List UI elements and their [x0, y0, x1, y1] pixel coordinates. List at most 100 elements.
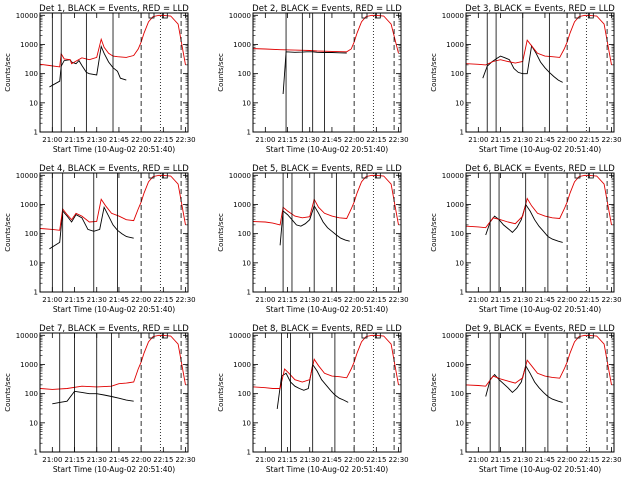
y-tick-label: 10000 [16, 172, 38, 180]
x-tick-label: 21:00 [255, 136, 275, 144]
y-tick-label: 10000 [229, 332, 251, 340]
series-line-lld [40, 14, 186, 68]
x-tick-label: 22:30 [601, 136, 621, 144]
series-line-lld [466, 14, 612, 66]
x-axis-label: Start Time (10-Aug-02 20:51:40) [479, 305, 601, 314]
series-line-lld [253, 174, 399, 226]
y-tick-label: 10 [242, 99, 251, 107]
x-tick-label: 22:00 [344, 296, 364, 304]
x-tick-label: 21:30 [513, 136, 533, 144]
plot-frame [39, 172, 189, 293]
x-axis-label: Start Time (10-Aug-02 20:51:40) [266, 305, 388, 314]
series-line-events [282, 51, 347, 95]
y-tick-label: 100 [451, 70, 464, 78]
y-axis-label: Counts/sec [430, 213, 438, 252]
x-tick-label: 22:30 [175, 296, 195, 304]
x-tick-label: 22:00 [557, 456, 577, 464]
y-tick-label: 10000 [442, 12, 464, 20]
x-tick-label: 22:15 [153, 136, 173, 144]
chart-panel-3: Det 3, BLACK = Events, RED = LLD Counts/s… [430, 4, 622, 154]
x-tick-label: 21:45 [109, 456, 129, 464]
x-tick-label: 22:30 [175, 456, 195, 464]
series-line-events [49, 44, 127, 88]
x-tick-label: 21:00 [468, 136, 488, 144]
x-tick-label: 22:30 [388, 456, 408, 464]
y-tick-label: 1 [460, 289, 464, 297]
series-line-lld [253, 334, 399, 389]
chart-panel-1: Det 1, BLACK = Events, RED = LLD Counts/s… [4, 4, 196, 154]
y-tick-label: 1000 [20, 201, 38, 209]
y-tick-label: 1000 [446, 361, 464, 369]
plot-area [40, 333, 186, 452]
y-tick-label: 1000 [233, 361, 251, 369]
y-tick-label: 1000 [20, 41, 38, 49]
x-tick-label: 22:15 [153, 456, 173, 464]
plot-frame [252, 332, 402, 453]
plot-area [466, 333, 612, 452]
x-tick-label: 21:15 [64, 296, 84, 304]
chart-title: Det 7, BLACK = Events, RED = LLD [39, 324, 189, 334]
y-tick-label: 1 [247, 289, 251, 297]
y-tick-label: 10 [29, 419, 38, 427]
x-tick-label: 21:45 [535, 296, 555, 304]
x-tick-label: 22:00 [344, 136, 364, 144]
chart-panel-7: Det 7, BLACK = Events, RED = LLD Counts/s… [4, 324, 196, 474]
y-tick-label: 10 [455, 99, 464, 107]
x-tick-label: 21:45 [322, 456, 342, 464]
series-line-lld [40, 174, 186, 231]
x-tick-label: 22:00 [557, 296, 577, 304]
y-tick-label: 10000 [442, 332, 464, 340]
x-axis-label: Start Time (10-Aug-02 20:51:40) [53, 465, 175, 474]
x-tick-label: 21:30 [87, 456, 107, 464]
x-tick-label: 21:15 [277, 136, 297, 144]
y-tick-label: 100 [451, 230, 464, 238]
x-axis-label: Start Time (10-Aug-02 20:51:40) [479, 145, 601, 154]
plot-frame [465, 172, 615, 293]
chart-title: Det 8, BLACK = Events, RED = LLD [252, 324, 402, 334]
x-tick-label: 21:00 [42, 136, 62, 144]
y-tick-label: 1 [34, 449, 38, 457]
chart-panel-4: Det 4, BLACK = Events, RED = LLD Counts/s… [4, 164, 196, 314]
y-tick-label: 1 [34, 129, 38, 137]
y-tick-label: 10000 [229, 12, 251, 20]
plot-area [253, 173, 399, 292]
plot-frame [252, 12, 402, 133]
y-axis-label: Counts/sec [217, 53, 225, 92]
x-tick-label: 22:00 [131, 456, 151, 464]
chart-title: Det 3, BLACK = Events, RED = LLD [465, 4, 615, 14]
x-tick-label: 21:30 [300, 296, 320, 304]
y-axis-label: Counts/sec [430, 53, 438, 92]
y-tick-label: 100 [25, 70, 38, 78]
plot-area [40, 173, 186, 292]
chart-title: Det 2, BLACK = Events, RED = LLD [252, 4, 402, 14]
y-axis-label: Counts/sec [4, 53, 12, 92]
y-tick-label: 1000 [20, 361, 38, 369]
plot-frame [252, 172, 402, 293]
x-tick-label: 22:30 [388, 296, 408, 304]
y-axis-label: Counts/sec [4, 213, 12, 252]
y-axis-label: Counts/sec [4, 373, 12, 412]
chart-panel-6: Det 6, BLACK = Events, RED = LLD Counts/s… [430, 164, 622, 314]
x-tick-label: 21:30 [513, 296, 533, 304]
x-tick-label: 22:15 [366, 136, 386, 144]
series-line-lld [253, 14, 399, 54]
y-tick-label: 1 [34, 289, 38, 297]
x-tick-label: 22:15 [366, 456, 386, 464]
x-tick-label: 21:15 [490, 456, 510, 464]
y-tick-label: 10000 [229, 172, 251, 180]
x-tick-label: 22:00 [131, 136, 151, 144]
chart-panel-8: Det 8, BLACK = Events, RED = LLD Counts/s… [217, 324, 409, 474]
y-tick-label: 1 [460, 129, 464, 137]
y-tick-label: 10 [455, 259, 464, 267]
y-axis-label: Counts/sec [217, 373, 225, 412]
x-tick-label: 21:00 [468, 456, 488, 464]
y-tick-label: 10000 [16, 12, 38, 20]
x-tick-label: 21:30 [513, 456, 533, 464]
plot-frame [465, 12, 615, 133]
x-tick-label: 21:00 [468, 296, 488, 304]
y-tick-label: 1000 [233, 201, 251, 209]
y-tick-label: 100 [238, 70, 251, 78]
y-axis-label: Counts/sec [430, 373, 438, 412]
x-tick-label: 21:45 [535, 136, 555, 144]
y-tick-label: 100 [238, 230, 251, 238]
